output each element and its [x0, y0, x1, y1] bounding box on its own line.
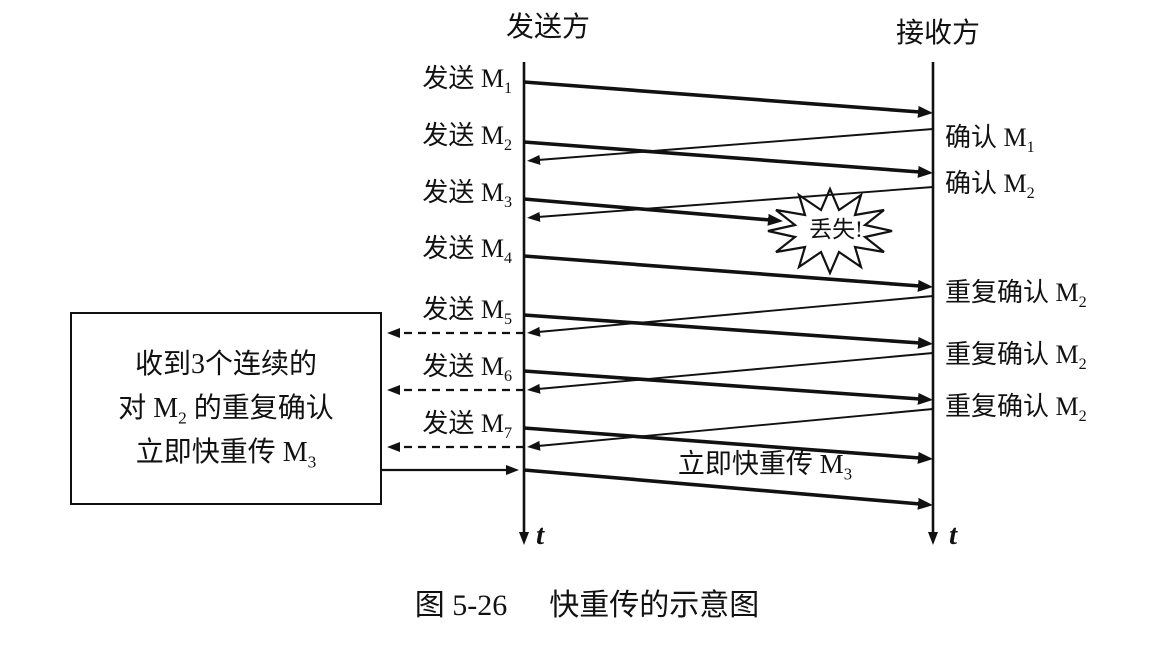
segment-arrow-m6: [523, 369, 933, 405]
segment-arrow-m7: [523, 426, 933, 464]
dup-ack-label-2: 重复确认 M2: [945, 340, 1087, 374]
send-label-m6: 发送 M6: [422, 352, 512, 386]
figure-caption: 图 5-26 快重传的示意图: [0, 588, 1174, 624]
note-box-line-2: 对 M2 的重复确认: [118, 392, 334, 428]
caption-number: 图 5-26: [414, 589, 508, 622]
retransmit-label: 立即快重传 M3: [677, 449, 853, 484]
receiver-header: 接收方: [895, 18, 980, 49]
dup-ack-arrow-1: [527, 295, 934, 337]
send-label-m5: 发送 M5: [422, 295, 512, 329]
loss-starburst: [767, 186, 893, 276]
ack-arrow-m2: [527, 186, 934, 222]
ack-label-m2: 确认 M2: [945, 169, 1035, 203]
dup-ack-label-3: 重复确认 M2: [945, 392, 1087, 426]
loss-label: 丢失!: [809, 217, 863, 242]
send-label-m7: 发送 M7: [422, 409, 512, 443]
ack-label-m1: 确认 M1: [945, 123, 1035, 157]
segment-arrow-m4: [523, 254, 933, 292]
receiver-time-label: t: [949, 519, 958, 551]
segment-arrow-m5: [523, 313, 933, 349]
ack-arrow-m1: [527, 128, 934, 165]
dup-ack-label-1: 重复确认 M2: [945, 278, 1087, 312]
send-label-m4: 发送 M4: [422, 234, 512, 268]
note-box: 收到3个连续的 对 M2 的重复确认 立即快重传 M3: [70, 312, 382, 505]
retransmit-arrow-m3: [523, 468, 933, 510]
sender-header: 发送方: [505, 12, 590, 43]
send-label-m1: 发送 M1: [422, 64, 512, 98]
send-label-m2: 发送 M2: [422, 121, 512, 155]
note-box-line-1: 收到3个连续的: [134, 348, 317, 380]
note-box-line-3: 立即快重传 M3: [135, 436, 317, 472]
dup-ack-arrow-2: [527, 352, 934, 394]
segment-arrow-m2: [523, 140, 933, 178]
dup-ack-arrow-3: [527, 408, 934, 451]
segment-arrow-m1: [523, 80, 933, 118]
caption-title: 快重传的示意图: [549, 589, 760, 622]
sender-time-label: t: [536, 519, 545, 551]
send-label-m3: 发送 M3: [422, 178, 512, 212]
